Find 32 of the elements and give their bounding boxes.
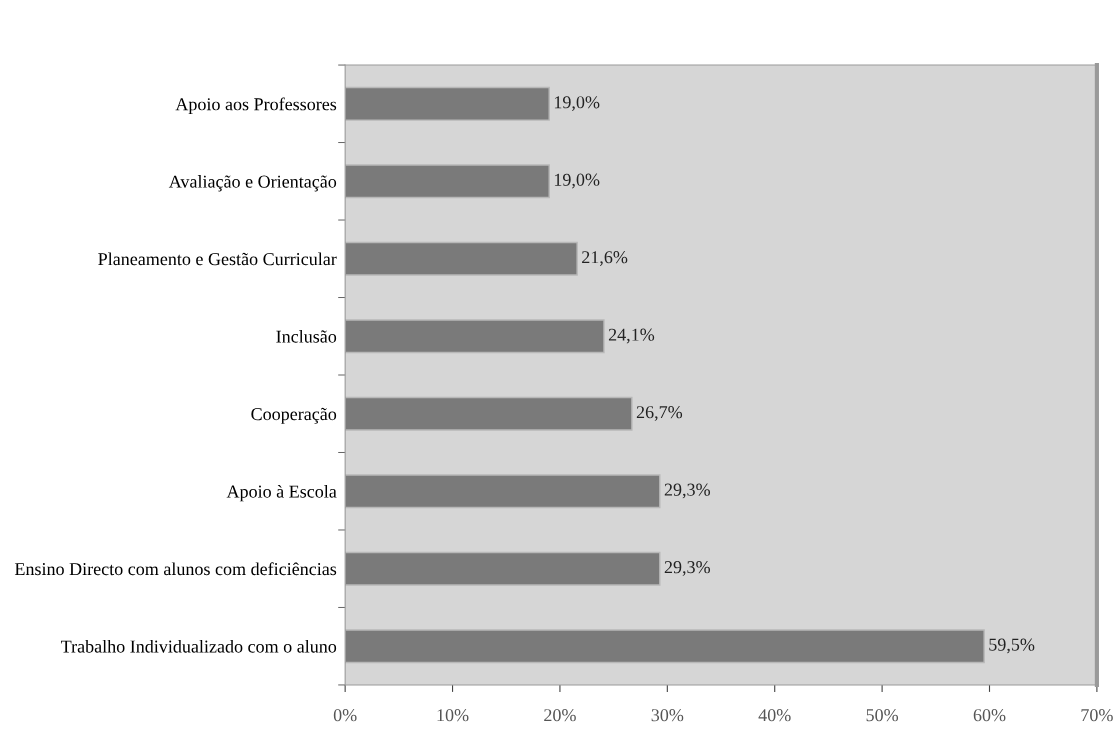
x-tick-label: 50%: [866, 709, 899, 722]
data-label: 24,1%: [608, 328, 655, 344]
y-tick-label: Trabalho Individualizado com o aluno: [61, 639, 337, 653]
bar: [345, 164, 550, 199]
data-label: 26,7%: [636, 406, 683, 421]
bar: [345, 551, 661, 586]
y-tick-label: Inclusão: [276, 330, 337, 343]
bar: [345, 396, 633, 431]
bar: [345, 629, 985, 664]
y-tick-label: Ensino Directo com alunos com deficiências: [14, 562, 337, 576]
x-tick-label: 20%: [544, 709, 576, 722]
x-tick-label: 60%: [973, 709, 1006, 722]
y-tick-label: Avaliação e Orientação: [168, 175, 337, 192]
x-tick-label: 40%: [758, 709, 791, 722]
y-tick-label: Apoio aos Professores: [175, 97, 337, 114]
x-tick-label: 10%: [437, 709, 469, 722]
bar: [345, 474, 661, 509]
y-tick-label: Apoio à Escola: [226, 484, 337, 502]
y-tick-label: Planeamento e Gestão Curricular: [98, 252, 337, 266]
x-tick-label: 0%: [333, 709, 357, 722]
data-label: 19,0%: [554, 96, 600, 111]
data-label: 21,6%: [582, 251, 628, 266]
bar: [345, 319, 605, 354]
data-label: 29,3%: [664, 561, 710, 576]
data-label: 29,3%: [664, 483, 710, 499]
bar: [345, 86, 550, 121]
x-tick-label: 70%: [1081, 709, 1113, 722]
x-tick-label: 30%: [651, 709, 684, 722]
data-label: 19,0%: [554, 173, 600, 189]
y-tick-label: Cooperação: [251, 407, 337, 424]
bar: [345, 241, 578, 276]
data-label: 59,5%: [989, 638, 1035, 654]
